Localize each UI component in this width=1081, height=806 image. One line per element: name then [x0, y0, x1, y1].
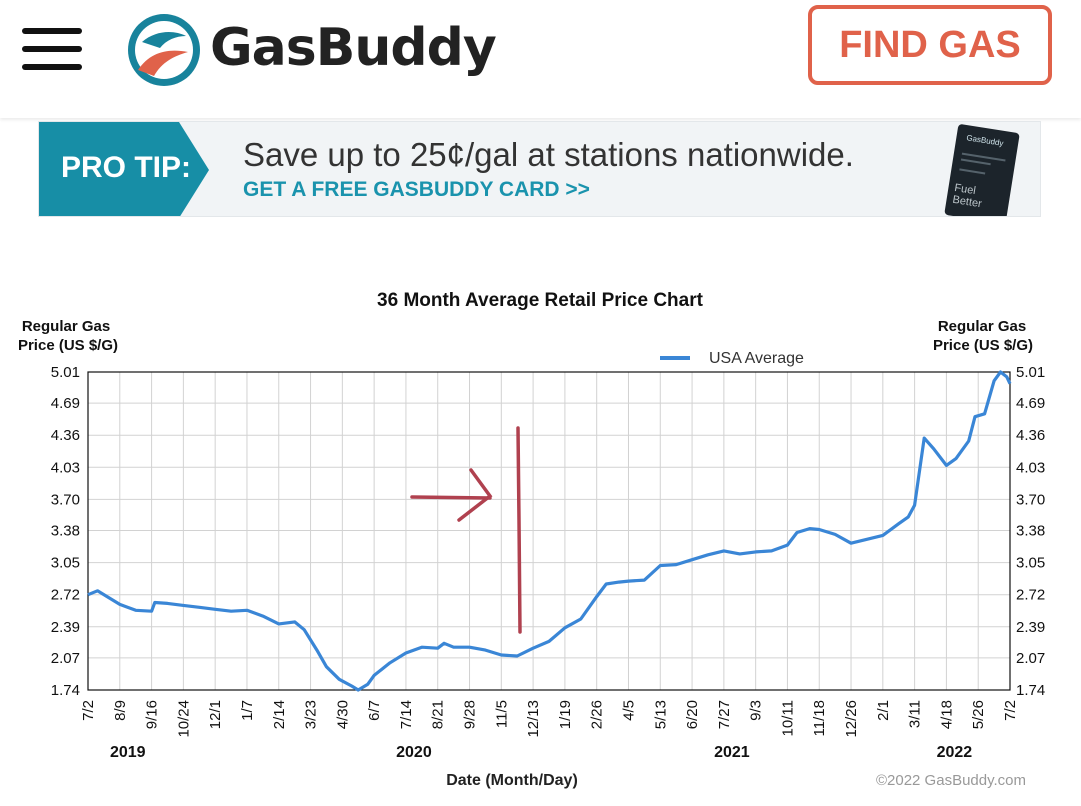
y-label-left-line1: Regular Gas: [22, 318, 110, 335]
pro-tip-tab: PRO TIP:: [39, 122, 209, 216]
x-tick-label: 8/9: [112, 700, 129, 721]
x-tick-label: 9/16: [144, 700, 161, 729]
year-label: 2019: [110, 744, 146, 761]
x-tick-label: 6/7: [366, 700, 383, 721]
year-label: 2022: [937, 744, 973, 761]
y-tick-label-left: 3.38: [51, 523, 80, 540]
y-tick-label-right: 4.03: [1016, 459, 1045, 476]
pro-tip-label: PRO TIP:: [61, 151, 192, 184]
annotation-arrow: [410, 426, 522, 634]
y-tick-label-right: 5.01: [1016, 364, 1045, 381]
y-tick-label-right: 1.74: [1016, 682, 1045, 699]
y-label-right-line2: Price (US $/G): [933, 337, 1033, 354]
x-tick-label: 7/2: [1002, 700, 1019, 721]
x-tick-label: 11/18: [811, 700, 828, 736]
x-tick-label: 2/1: [875, 700, 892, 721]
site-header: GasBuddy FIND GAS: [0, 0, 1081, 118]
y-axis-left: 5.01 4.69 4.36 4.03 3.70 3.38 3.05 2.72 2.39 2.07…: [51, 364, 80, 699]
pro-tip-banner[interactable]: PRO TIP: Save up to 25¢/gal at stations …: [38, 121, 1041, 217]
x-tick-label: 2/14: [271, 700, 288, 729]
x-tick-label: 9/28: [462, 700, 479, 729]
x-tick-label: 6/20: [684, 700, 701, 729]
x-tick-label: 4/30: [334, 700, 351, 729]
y-label-left-line2: Price (US $/G): [18, 337, 118, 354]
year-label: 2020: [396, 744, 432, 761]
y-tick-label-left: 2.39: [51, 619, 80, 636]
x-tick-label: 10/11: [779, 700, 796, 736]
x-tick-label: 1/19: [557, 700, 574, 729]
copyright: ©2022 GasBuddy.com: [876, 772, 1026, 789]
y-tick-label-right: 3.70: [1016, 491, 1045, 508]
x-tick-label: 5/13: [652, 700, 669, 729]
y-tick-label-left: 3.05: [51, 555, 80, 572]
brand-name[interactable]: GasBuddy: [210, 18, 497, 78]
y-tick-label-right: 2.72: [1016, 587, 1045, 604]
x-tick-label: 11/5: [493, 700, 510, 728]
y-tick-label-right: 2.07: [1016, 650, 1045, 667]
gasbuddy-card-image: GasBuddy Fuel Better: [944, 123, 1020, 216]
y-tick-label-left: 2.72: [51, 587, 80, 604]
x-tick-label: 12/1: [207, 700, 224, 729]
chart-title: 36 Month Average Retail Price Chart: [377, 290, 704, 311]
year-labels: 2019 2020 2021 2022: [110, 744, 972, 761]
x-tick-label: 7/2: [80, 700, 97, 721]
y-tick-label-left: 4.03: [51, 459, 80, 476]
y-axis-right: 5.01 4.69 4.36 4.03 3.70 3.38 3.05 2.72 2.39 2.07…: [1016, 364, 1045, 699]
price-chart: 36 Month Average Retail Price Chart Regu…: [18, 290, 1045, 789]
x-tick-label: 4/18: [938, 700, 955, 729]
y-tick-label-right: 4.36: [1016, 427, 1045, 444]
banner-headline: Save up to 25¢/gal at stations nationwid…: [243, 136, 854, 173]
x-tick-label: 12/26: [843, 700, 860, 738]
x-tick-label: 4/5: [620, 700, 637, 721]
y-tick-label-right: 4.69: [1016, 395, 1045, 412]
y-tick-label-left: 5.01: [51, 364, 80, 381]
x-tick-label: 2/26: [589, 700, 606, 729]
y-tick-label-left: 1.74: [51, 682, 80, 699]
card-brand: GasBuddy: [965, 133, 1005, 148]
x-axis-label: Date (Month/Day): [446, 772, 578, 789]
card-tagline: Fuel Better: [951, 181, 983, 211]
x-tick-label: 7/14: [398, 700, 415, 729]
get-card-link[interactable]: GET A FREE GASBUDDY CARD >>: [243, 178, 590, 201]
find-gas-button[interactable]: FIND GAS: [808, 5, 1052, 85]
x-tick-label: 9/3: [748, 700, 765, 721]
x-tick-label: 3/23: [303, 700, 320, 729]
plot-area: [87, 371, 1011, 691]
x-tick-label: 12/13: [525, 700, 542, 738]
x-tick-label: 1/7: [239, 700, 256, 721]
x-axis: 7/2 8/9 9/16 10/24 12/1 1/7 2/14 3/23 4/30 6/7 7/1…: [80, 700, 1019, 738]
y-tick-label-left: 4.69: [51, 395, 80, 412]
y-label-right-line1: Regular Gas: [938, 318, 1026, 335]
menu-icon[interactable]: [22, 28, 82, 70]
x-tick-label: 10/24: [175, 700, 192, 738]
x-tick-label: 8/21: [430, 700, 447, 729]
y-tick-label-left: 2.07: [51, 650, 80, 667]
y-tick-label-right: 2.39: [1016, 619, 1045, 636]
x-tick-label: 5/26: [970, 700, 987, 729]
x-tick-label: 3/11: [907, 700, 924, 728]
y-tick-label-left: 4.36: [51, 427, 80, 444]
y-tick-label-left: 3.70: [51, 491, 80, 508]
y-tick-label-right: 3.38: [1016, 523, 1045, 540]
legend-label: USA Average: [709, 350, 804, 367]
series-line-usa-average: [87, 370, 1012, 692]
year-label: 2021: [714, 744, 750, 761]
gasbuddy-logo-icon[interactable]: [126, 12, 202, 88]
x-tick-label: 7/27: [716, 700, 733, 729]
y-tick-label-right: 3.05: [1016, 555, 1045, 572]
